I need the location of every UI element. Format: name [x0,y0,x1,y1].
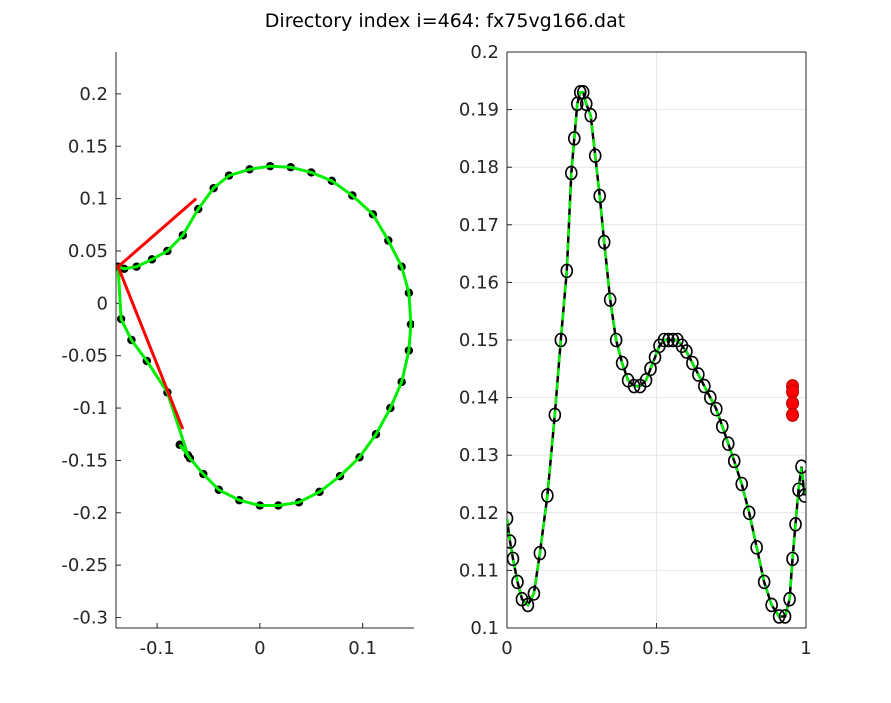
right-ytick-label-0: 0.2 [470,42,499,63]
left-ytick-label-7: -0.15 [61,450,108,471]
right-data-marker [609,332,623,348]
right-data-marker [778,609,792,624]
left-ytick-label-4: 0 [97,293,108,314]
right-ytick-label-2: 0.18 [459,157,499,178]
right-data-marker [541,488,554,503]
right-data-marker [786,551,799,567]
left-ytick-label-0: 0.2 [79,84,108,105]
left-ytick-label-5: -0.05 [61,346,108,367]
right-data-marker [593,188,606,204]
right-ytick-label-3: 0.17 [459,215,499,236]
left-ytick-label-10: -0.3 [73,608,108,629]
right-xtick-label-1: 0.5 [642,638,671,659]
right-ytick-label-7: 0.13 [459,445,499,466]
right-data-marker [521,597,535,613]
right-data-marker [686,355,699,371]
right-data-marker [584,108,598,123]
left-ytick-label-9: -0.25 [61,555,108,576]
left-ytick-label-2: 0.1 [79,189,108,210]
left-red-segments [116,197,198,430]
right-data-marker [721,436,735,451]
right-data-marker [507,534,517,549]
right-data-marker [742,505,756,521]
right-data-marker [603,292,617,307]
right-data-marker [511,574,524,590]
right-xtick-label-2: 1 [800,638,811,659]
right-data-marker [789,517,802,532]
right-data-marker [548,407,562,423]
right-data-marker [533,545,547,561]
left-profile-curve [116,164,413,507]
right-data-marker [615,355,629,371]
right-data-marker [662,332,675,348]
right-data-marker [757,574,771,590]
right-axes: 0 0.5 1 0.2 0.19 0.18 0.17 0.16 0.15 0.14 0.13 0.12… [459,42,812,659]
right-data-marker [798,488,806,503]
right-data-marker [735,476,749,492]
right-data-marker [564,165,578,181]
right-data-marker [750,540,763,555]
right-ytick-label-4: 0.16 [459,272,499,293]
right-ytick-label-10: 0.1 [470,618,499,639]
right-data-marker [772,609,786,624]
right-data-marker [588,148,602,163]
right-ytick-label-1: 0.19 [459,100,499,121]
left-ytick-label-3: 0.05 [68,241,108,262]
left-xtick-label-0: -0.1 [140,638,175,659]
right-data-marker [567,131,581,146]
left-axes: -0.1 0 0.1 0.2 0.15 0.1 0.05 0 -0.05 -0.1 -0.15 -0.… [61,52,414,659]
left-ytick-label-1: 0.15 [68,136,108,157]
right-thickness-dashed-line [507,91,806,618]
right-data-marker [573,85,587,100]
right-data-marker [704,390,717,405]
right-red-marker [786,407,800,422]
right-ytick-label-8: 0.12 [459,503,499,524]
right-ytick-label-9: 0.11 [459,560,499,581]
right-xtick-label-0: 0 [501,638,512,659]
left-xtick-label-2: 0.1 [348,638,377,659]
right-data-marker [597,234,611,250]
right-ytick-label-5: 0.15 [459,330,499,351]
right-ytick-label-6: 0.14 [459,388,499,409]
right-data-marker [554,332,568,348]
right-data-marker [709,401,723,417]
right-data-marker [715,419,729,434]
right-data-marker [657,332,671,348]
right-data-marker [727,453,741,469]
left-xtick-label-1: 0 [254,638,265,659]
right-data-marker [765,597,778,613]
left-ytick-label-6: -0.1 [73,398,108,419]
right-data-marker [795,459,806,475]
right-data-marker [527,586,541,601]
right-data-marker [783,591,796,607]
left-ytick-label-8: -0.2 [73,503,108,524]
right-data-marker [507,511,514,526]
figure-title: Directory index i=464: fx75vg166.dat [265,10,625,32]
right-data-marker [560,263,574,279]
right-data-marker [507,551,520,567]
right-data-marker [627,378,641,394]
right-data-marker [692,367,705,382]
right-data-marker [698,378,711,394]
right-data-marker [680,344,693,359]
